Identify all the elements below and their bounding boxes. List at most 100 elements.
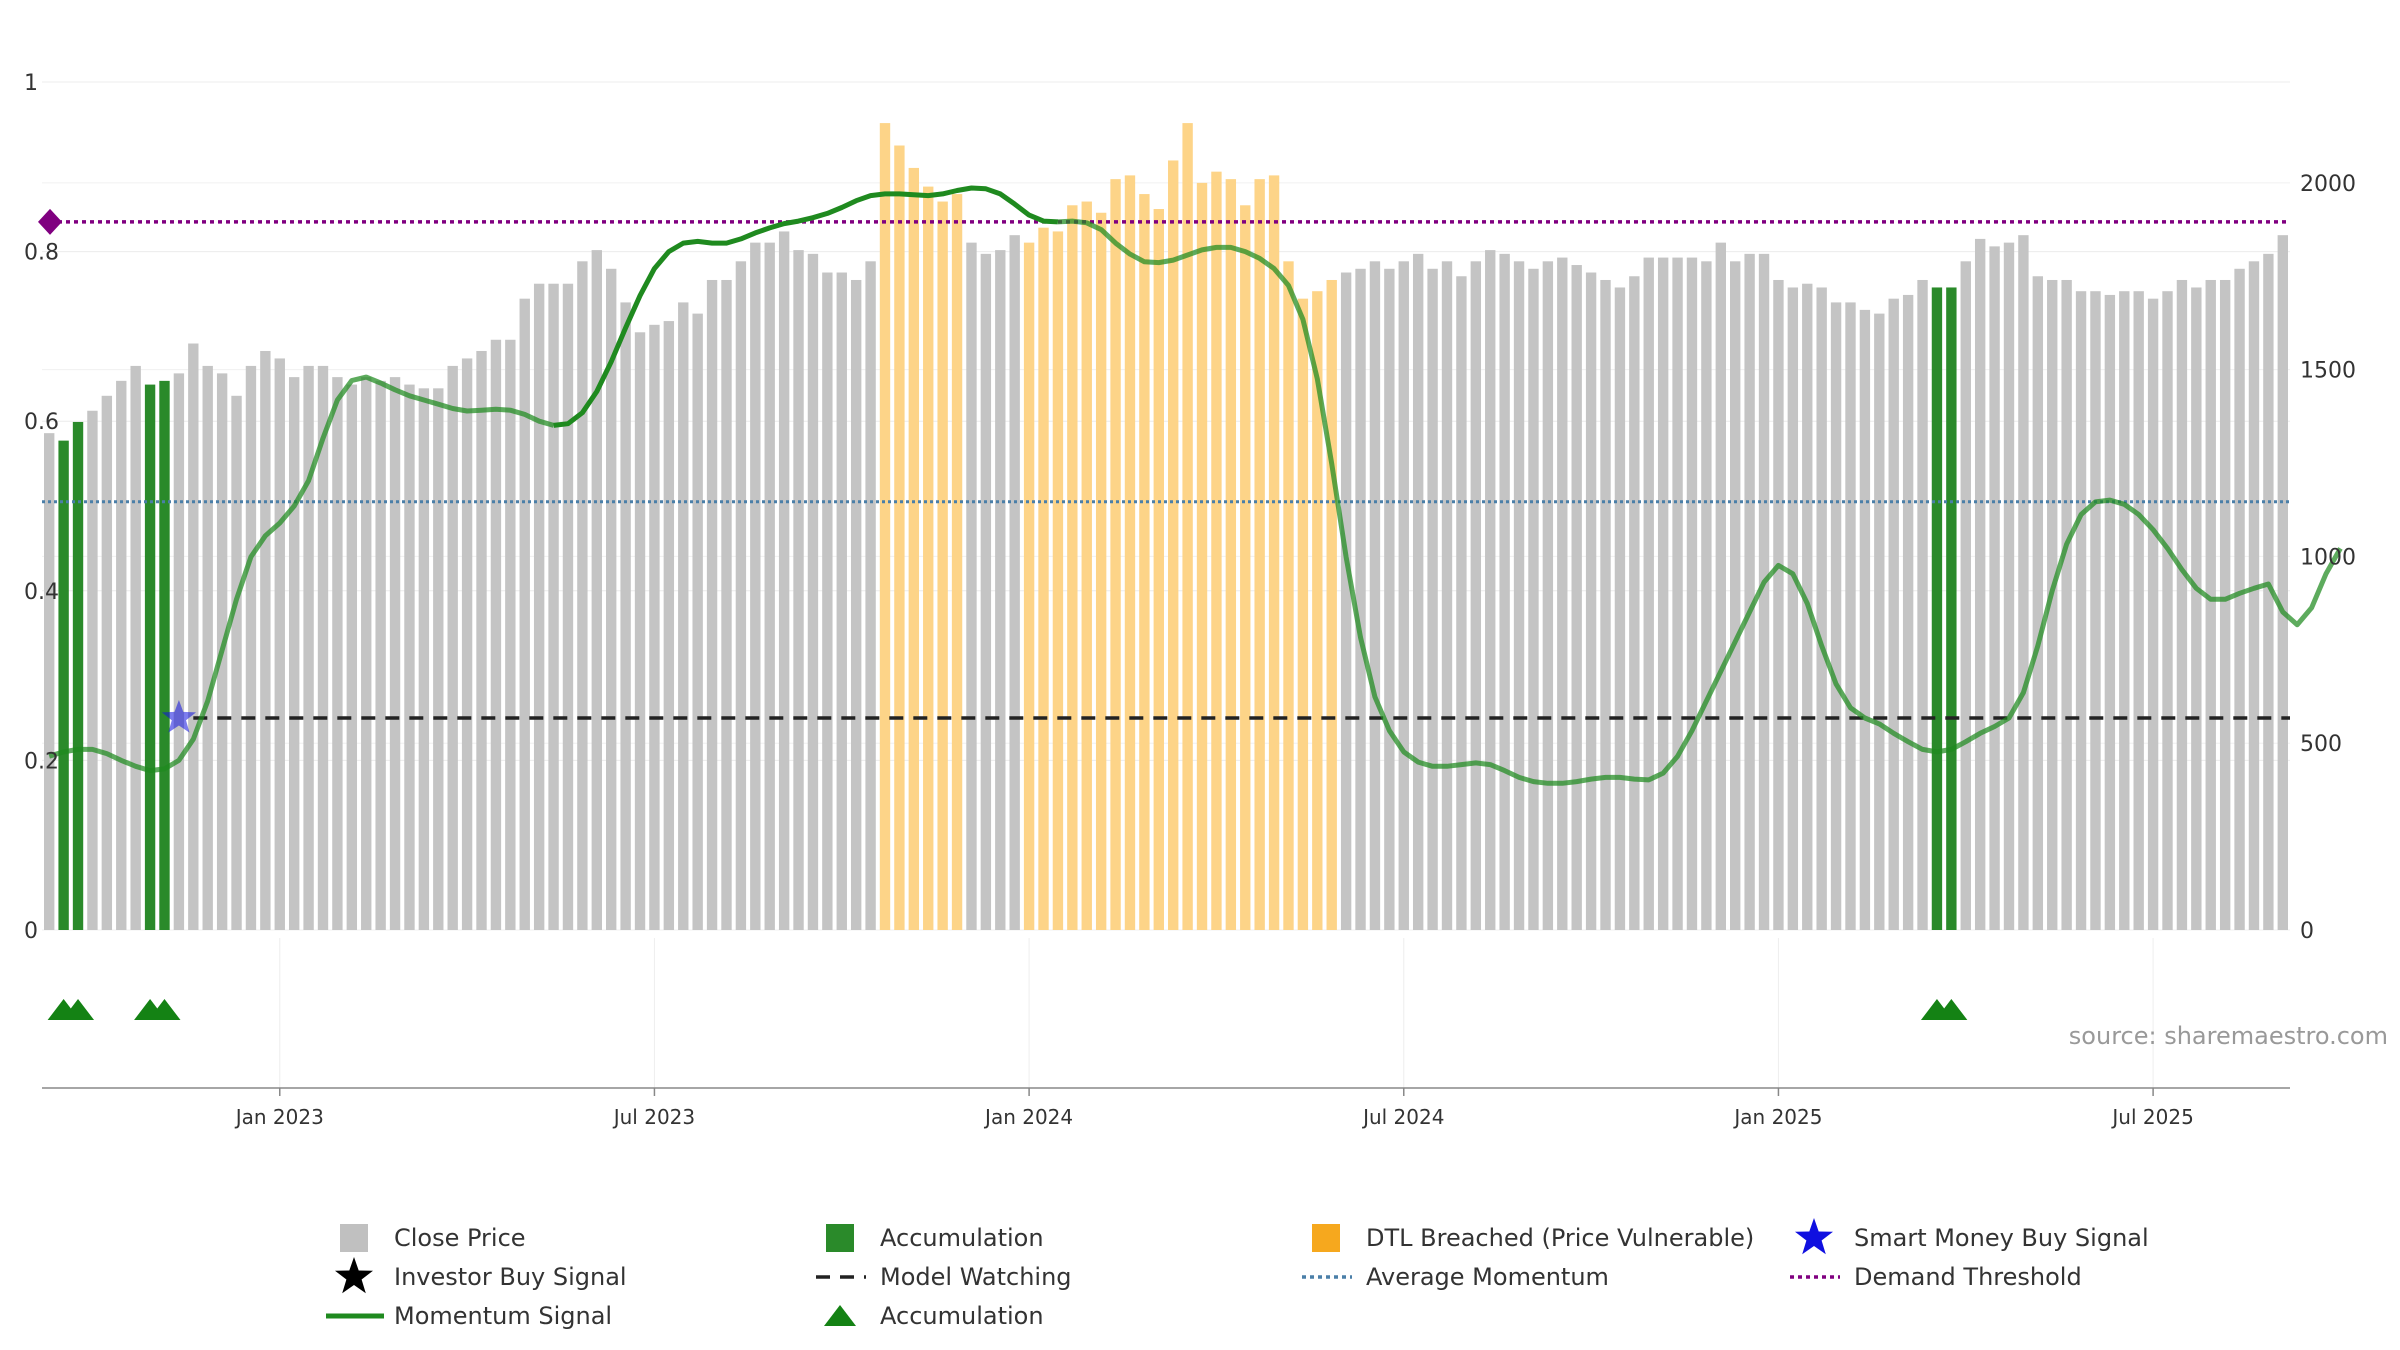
bar-close-price-154 (2263, 253, 2274, 930)
bar-close-price-38 (591, 250, 602, 931)
bar-close-price-49 (750, 242, 761, 931)
legend-label-3: Smart Money Buy Signal (1854, 1224, 2149, 1252)
bar-close-price-149 (2191, 287, 2202, 931)
axes: 0 0.2 0.4 0.6 0.8 1 0 500 1000 1500 2000 Jan 2023 Ju… (24, 71, 2356, 1129)
bar-close-price-111 (1643, 257, 1654, 930)
right-tick-label-3: 1500 (2300, 359, 2356, 384)
x-tick-label-0: Jan 2023 (234, 1105, 324, 1129)
bar-close-price-55 (836, 272, 847, 930)
right-tick-label-4: 2000 (2300, 172, 2356, 197)
bar-close-price-98 (1456, 276, 1467, 930)
bar-close-price-146 (2147, 298, 2159, 930)
bar-close-price-148 (2176, 279, 2188, 930)
bar-close-price-93 (1384, 268, 1395, 930)
bar-close-price-42 (649, 324, 660, 930)
bar-close-price-103 (1528, 268, 1539, 930)
bar-close-price-22 (361, 377, 372, 930)
bar-dtl-breached-80 (1196, 182, 1208, 931)
bar-close-price-53 (807, 253, 819, 930)
bar-close-price-121 (1787, 287, 1799, 931)
bar-close-price-32 (505, 339, 516, 931)
bar-dtl-breached-61 (923, 186, 934, 930)
bar-accumulation-7 (144, 384, 156, 930)
bar-close-price-107 (1585, 272, 1597, 930)
bar-close-price-50 (764, 242, 775, 931)
bar-close-price-10 (188, 343, 199, 930)
bar-close-price-56 (850, 279, 862, 930)
x-tick-label-5: Jul 2025 (2110, 1105, 2193, 1129)
bar-close-price-155 (2277, 235, 2288, 931)
left-tick-label-5: 1 (24, 71, 38, 96)
bar-close-price-99 (1470, 261, 1482, 931)
bar-dtl-breached-86 (1283, 261, 1294, 931)
bar-close-price-124 (1830, 302, 1842, 930)
bar-close-price-45 (692, 313, 703, 931)
bar-close-price-37 (577, 261, 588, 931)
bar-close-price-97 (1441, 261, 1453, 931)
legend: Close Price Accumulation DTL Breached (Pri… (326, 1218, 2149, 1330)
bar-close-price-39 (606, 268, 617, 930)
bar-close-price-17 (288, 377, 300, 930)
bar-close-price-13 (231, 395, 242, 930)
bar-close-price-23 (375, 380, 386, 930)
legend-symbol-9 (824, 1305, 856, 1326)
bar-close-price-101 (1499, 253, 1510, 930)
bar-dtl-breached-84 (1254, 179, 1265, 930)
bar-dtl-breached-59 (894, 145, 905, 931)
bar-accumulation-8 (159, 380, 170, 930)
legend-label-5: Model Watching (880, 1263, 1072, 1291)
bar-close-price-127 (1874, 313, 1885, 931)
bar-close-price-40 (620, 302, 631, 930)
bar-close-price-64 (966, 242, 977, 931)
bar-close-price-16 (274, 358, 285, 930)
bar-close-price-143 (2104, 294, 2116, 930)
bar-accumulation-131 (1931, 287, 1943, 931)
source-label: source: sharemaestro.com (2069, 1022, 2388, 1050)
bar-close-price-139 (2047, 279, 2058, 930)
bar-close-price-24 (389, 377, 401, 930)
bar-close-price-30 (476, 350, 487, 930)
right-tick-label-2: 1000 (2300, 545, 2356, 570)
buy-signals (161, 700, 196, 733)
bar-close-price-137 (2018, 235, 2029, 931)
bar-close-price-135 (1989, 246, 2000, 930)
bar-close-price-3 (87, 410, 98, 930)
bar-close-price-36 (562, 283, 574, 930)
left-tick-label-4: 0.8 (24, 241, 59, 266)
bar-close-price-119 (1758, 253, 1770, 930)
bar-close-price-92 (1369, 261, 1381, 931)
bar-close-price-43 (663, 321, 675, 930)
bar-close-price-18 (303, 365, 314, 931)
bar-close-price-48 (735, 261, 747, 931)
bar-dtl-breached-82 (1225, 179, 1237, 930)
legend-symbol-2 (1312, 1224, 1340, 1252)
legend-symbol-4 (335, 1257, 373, 1294)
bar-close-price-151 (2219, 279, 2231, 930)
bar-accumulation-1 (58, 440, 69, 930)
left-tick-label-3: 0.6 (24, 410, 59, 435)
bar-close-price-47 (721, 279, 732, 930)
bar-close-price-15 (260, 350, 271, 930)
bar-dtl-breached-76 (1139, 194, 1150, 930)
legend-label-0: Close Price (394, 1224, 526, 1252)
bar-close-price-114 (1686, 257, 1698, 930)
smart-money-buy-star (161, 700, 196, 733)
bar-close-price-113 (1672, 257, 1683, 930)
bar-close-price-106 (1571, 265, 1582, 930)
bar-close-price-129 (1902, 294, 1914, 930)
x-tick-label-1: Jul 2023 (612, 1105, 695, 1129)
bar-close-price-19 (317, 365, 329, 931)
bar-close-price-5 (116, 380, 127, 930)
legend-symbol-3 (1795, 1218, 1833, 1255)
bar-close-price-130 (1917, 279, 1928, 930)
bar-dtl-breached-71 (1067, 205, 1078, 930)
bar-close-price-100 (1485, 250, 1496, 931)
bar-dtl-breached-77 (1153, 209, 1164, 931)
bar-close-price-54 (822, 272, 833, 930)
bar-accumulation-2 (72, 421, 84, 930)
bar-close-price-126 (1859, 309, 1871, 930)
bar-close-price-6 (130, 365, 141, 931)
bar-close-price-27 (433, 388, 444, 930)
bar-close-price-118 (1744, 253, 1755, 930)
bar-dtl-breached-83 (1240, 205, 1251, 930)
